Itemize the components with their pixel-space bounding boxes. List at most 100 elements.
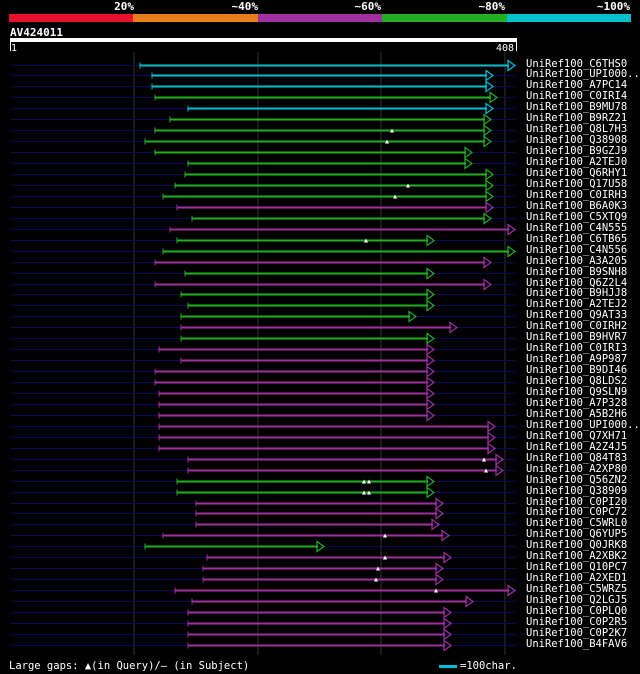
hit-label[interactable]: UniRef100_Q6YUP5 (526, 527, 628, 540)
hit-label[interactable]: UniRef100_A5B2H6 (526, 407, 628, 420)
hit-label[interactable]: UniRef100_A2TEJ0 (526, 155, 628, 168)
hit-end-arrow (485, 102, 495, 115)
hit-label[interactable]: UniRef100_B9GZJ9 (526, 144, 628, 157)
hit-label[interactable]: UniRef100_UPI000.. (526, 418, 640, 431)
hit-label[interactable]: UniRef100_Q56ZN2 (526, 473, 628, 486)
hit-label[interactable]: UniRef100_B9HJJ8 (526, 286, 628, 299)
hit-end-arrow (435, 573, 445, 586)
hit-label[interactable]: UniRef100_C5XTQ9 (526, 210, 628, 223)
hit-label[interactable]: UniRef100_B6A0K3 (526, 199, 628, 212)
hit-end-arrow (408, 310, 418, 323)
hit-end-arrow (507, 59, 517, 72)
hit-label[interactable]: UniRef100_C0PI20 (526, 495, 628, 508)
hit-end-arrow (443, 628, 453, 641)
hit-end-arrow (464, 157, 474, 170)
hit-end-arrow (426, 299, 436, 312)
hit-label[interactable]: UniRef100_C5WRZ5 (526, 582, 628, 595)
hit-end-arrow (426, 354, 436, 367)
scale-label: ~60% (354, 0, 382, 13)
hit-label[interactable]: UniRef100_B9RZ21 (526, 111, 628, 124)
hit-end-arrow (426, 409, 436, 422)
hit-end-arrow (426, 365, 436, 378)
query-end-tick (516, 42, 517, 51)
hit-end-arrow (443, 617, 453, 630)
query-gap-marker (374, 577, 378, 582)
hit-end-arrow (426, 486, 436, 499)
scale-label: ~100% (596, 0, 630, 13)
hit-end-arrow (487, 442, 497, 455)
legend-gaps-text: Large gaps: ▲(in Query)/– (in Subject) (9, 660, 250, 672)
hit-label[interactable]: UniRef100_C0PC72 (526, 505, 628, 518)
hit-label[interactable]: UniRef100_A2TEJ2 (526, 297, 628, 310)
hit-label[interactable]: UniRef100_C0P2K7 (526, 626, 628, 639)
hit-label[interactable]: UniRef100_Q2LGJ5 (526, 593, 628, 606)
query-gap-marker (390, 128, 394, 133)
hit-label[interactable]: UniRef100_Q9AT33 (526, 308, 628, 321)
hit-label[interactable]: UniRef100_A2Z4J5 (526, 440, 628, 453)
hit-label[interactable]: UniRef100_C0IRI4 (526, 89, 628, 102)
hit-end-arrow (435, 507, 445, 520)
hit-label[interactable]: UniRef100_Q0JRK8 (526, 538, 628, 551)
hit-label[interactable]: UniRef100_Q38909 (526, 484, 628, 497)
hit-end-arrow (465, 595, 475, 608)
hit-label[interactable]: UniRef100_Q7XH71 (526, 429, 628, 442)
query-gap-marker (393, 194, 397, 199)
legend-scale-text: =100char. (460, 660, 517, 672)
hit-label[interactable]: UniRef100_A7PC14 (526, 78, 628, 91)
hit-end-arrow (485, 80, 495, 93)
hit-label[interactable]: UniRef100_Q6Z2L4 (526, 276, 628, 289)
query-start-position: 1 (11, 43, 18, 54)
hit-label[interactable]: UniRef100_Q17U58 (526, 177, 628, 190)
query-gap-marker (362, 490, 366, 495)
hit-label[interactable]: UniRef100_Q9SLN9 (526, 385, 628, 398)
hit-label[interactable]: UniRef100_B9HVR7 (526, 330, 628, 343)
query-gap-marker (376, 566, 380, 571)
hit-label[interactable]: UniRef100_Q8L7H3 (526, 122, 628, 135)
hit-label[interactable]: UniRef100_Q8LDS2 (526, 374, 628, 387)
hit-label[interactable]: UniRef100_Q10PC7 (526, 560, 628, 573)
hit-label[interactable]: UniRef100_B4FAV6 (526, 637, 628, 650)
hit-label[interactable]: UniRef100_C0IRH3 (526, 188, 628, 201)
hit-label[interactable]: UniRef100_A7P328 (526, 396, 628, 409)
hit-end-arrow (443, 606, 453, 619)
hit-end-arrow (464, 146, 474, 159)
hit-label[interactable]: UniRef100_B9MU78 (526, 100, 628, 113)
hit-end-arrow (426, 398, 436, 411)
hit-label[interactable]: UniRef100_Q6RHY1 (526, 166, 628, 179)
scale-label: 20% (114, 0, 134, 13)
hit-end-arrow (483, 256, 493, 269)
hit-label[interactable]: UniRef100_A2XP80 (526, 462, 628, 475)
hit-label[interactable]: UniRef100_A3A205 (526, 254, 628, 267)
query-name: AV424011 (10, 26, 63, 39)
hit-end-arrow (483, 135, 493, 148)
hit-label[interactable]: UniRef100_B9SNH8 (526, 265, 628, 278)
hit-label[interactable]: UniRef100_C4N555 (526, 221, 628, 234)
hit-label[interactable]: UniRef100_C6TB65 (526, 232, 628, 245)
hit-label[interactable]: UniRef100_UPI000.. (526, 67, 640, 80)
hit-label[interactable]: UniRef100_C5WRL0 (526, 516, 628, 529)
hit-label[interactable]: UniRef100_C4N556 (526, 243, 628, 256)
hit-label[interactable]: UniRef100_B9DI46 (526, 363, 628, 376)
hit-end-arrow (485, 190, 495, 203)
hit-end-arrow (483, 212, 493, 225)
hit-label[interactable]: UniRef100_C0IRI3 (526, 341, 628, 354)
hit-end-arrow (431, 518, 441, 531)
query-gap-marker (406, 183, 410, 188)
hit-label[interactable]: UniRef100_C6THS0 (526, 57, 628, 70)
scale-segment-cyan (506, 14, 632, 22)
hit-end-arrow (483, 124, 493, 137)
hit-label[interactable]: UniRef100_A9P987 (526, 352, 628, 365)
scale-segment-red (9, 14, 134, 22)
hit-end-arrow (485, 201, 495, 214)
hit-label[interactable]: UniRef100_Q38908 (526, 133, 628, 146)
hit-label[interactable]: UniRef100_C0IRH2 (526, 319, 628, 332)
hit-label[interactable]: UniRef100_C0PLQ0 (526, 604, 628, 617)
hit-end-arrow (495, 464, 505, 477)
hit-label[interactable]: UniRef100_Q84T83 (526, 451, 628, 464)
hit-label[interactable]: UniRef100_A2XBK2 (526, 549, 628, 562)
hit-label[interactable]: UniRef100_A2XED1 (526, 571, 628, 584)
hit-label[interactable]: UniRef100_C0P2R5 (526, 615, 628, 628)
query-gap-marker (383, 555, 387, 560)
query-gap-marker (385, 139, 389, 144)
